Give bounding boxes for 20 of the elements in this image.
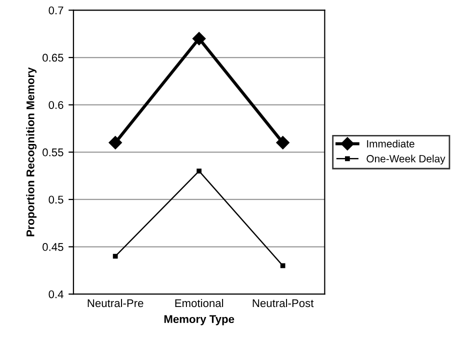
point <box>276 136 290 150</box>
y-tick-label: 0.65 <box>42 54 64 62</box>
x-axis-title: Memory Type <box>164 315 234 326</box>
y-tick-label: 0.45 <box>42 243 64 251</box>
y-tick-label: 0.7 <box>48 6 64 14</box>
point <box>112 254 118 259</box>
x-tick-label: Neutral-Pre <box>88 298 144 308</box>
legend-label: Immediate <box>367 140 414 148</box>
y-tick-label: 0.4 <box>48 290 64 298</box>
x-tick-label: Emotional <box>175 298 224 308</box>
x-tick-label: Neutral-Post <box>252 298 314 308</box>
y-tick-label: 0.6 <box>48 101 64 109</box>
point <box>108 136 122 150</box>
point <box>280 263 286 268</box>
y-tick-label: 0.55 <box>42 148 64 156</box>
point <box>192 32 206 46</box>
legend-label: One-Week Delay <box>366 154 446 164</box>
y-axis-title: Proportion Recognition Memory <box>26 67 37 236</box>
point <box>196 168 202 174</box>
y-tick-label: 0.5 <box>48 196 64 204</box>
